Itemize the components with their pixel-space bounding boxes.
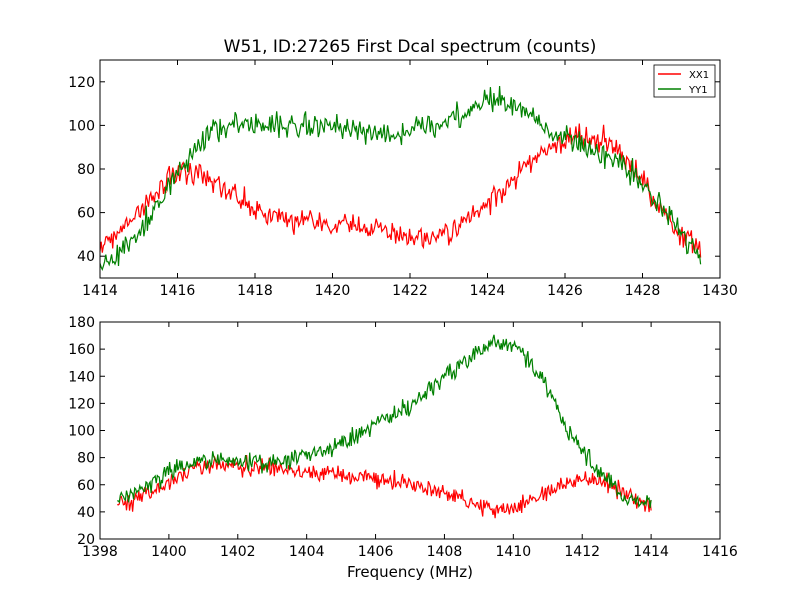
top-plot-series (99, 85, 702, 271)
legend-label-yy1: YY1 (688, 85, 708, 96)
x-tick-label: 1400 (151, 544, 187, 560)
legend-label-xx1: XX1 (689, 70, 709, 81)
series-line-yy1 (117, 334, 652, 509)
x-tick-label: 1426 (547, 283, 583, 299)
x-tick-label: 1416 (702, 544, 738, 560)
y-tick-label: 40 (77, 505, 95, 521)
series-line-yy1 (99, 85, 702, 271)
x-tick-label: 1418 (237, 283, 273, 299)
x-tick-label: 1424 (470, 283, 506, 299)
x-tick-label: 1416 (160, 283, 196, 299)
x-tick-label: 1414 (82, 283, 118, 299)
series-line-xx1 (99, 123, 702, 258)
y-tick-label: 160 (68, 342, 95, 358)
x-tick-label: 1408 (427, 544, 463, 560)
bottom-plot-series (116, 334, 652, 519)
chart-title: W51, ID:27265 First Dcal spectrum (count… (224, 37, 597, 57)
x-tick-label: 1406 (358, 544, 394, 560)
x-tick-label: 1422 (392, 283, 428, 299)
legend-box (653, 64, 716, 98)
x-tick-label: 1404 (289, 544, 325, 560)
x-tick-label: 1412 (564, 544, 600, 560)
top-plot-axes (99, 59, 721, 279)
y-tick-label: 100 (68, 118, 95, 134)
series-line-xx1 (116, 455, 652, 519)
x-axis-label: Frequency (MHz) (347, 563, 473, 581)
x-tick-label: 1414 (633, 544, 669, 560)
top-plot-ticks: 1414 1416 1418 1420 1422 1424 1426 1428 1430 40 60… (68, 60, 738, 299)
x-tick-label: 1398 (82, 544, 118, 560)
x-tick-label: 1428 (625, 283, 661, 299)
x-tick-label: 1410 (496, 544, 532, 560)
y-tick-label: 80 (77, 162, 95, 178)
legend: XX1 YY1 (653, 64, 716, 98)
y-tick-label: 60 (77, 478, 95, 494)
y-tick-label: 120 (68, 75, 95, 91)
x-tick-label: 1420 (315, 283, 351, 299)
y-tick-label: 60 (77, 206, 95, 222)
y-tick-label: 40 (77, 249, 95, 265)
y-tick-label: 140 (68, 369, 95, 385)
y-tick-label: 20 (77, 532, 95, 548)
y-tick-label: 120 (68, 396, 95, 412)
bottom-plot-axes (99, 321, 721, 540)
top-spectrum-plot: 1414 1416 1418 1420 1422 1424 1426 1428 1430 40 60… (68, 59, 738, 299)
y-tick-label: 80 (77, 451, 95, 467)
x-tick-label: 1402 (220, 544, 256, 560)
bottom-plot-ticks: 1398 1400 1402 1404 1406 1408 1410 1412 1414 1416… (68, 315, 738, 560)
y-tick-label: 100 (68, 424, 95, 440)
x-tick-label: 1430 (702, 283, 738, 299)
y-tick-label: 180 (68, 315, 95, 331)
bottom-spectrum-plot: 1398 1400 1402 1404 1406 1408 1410 1412 1414 1416… (68, 315, 738, 560)
